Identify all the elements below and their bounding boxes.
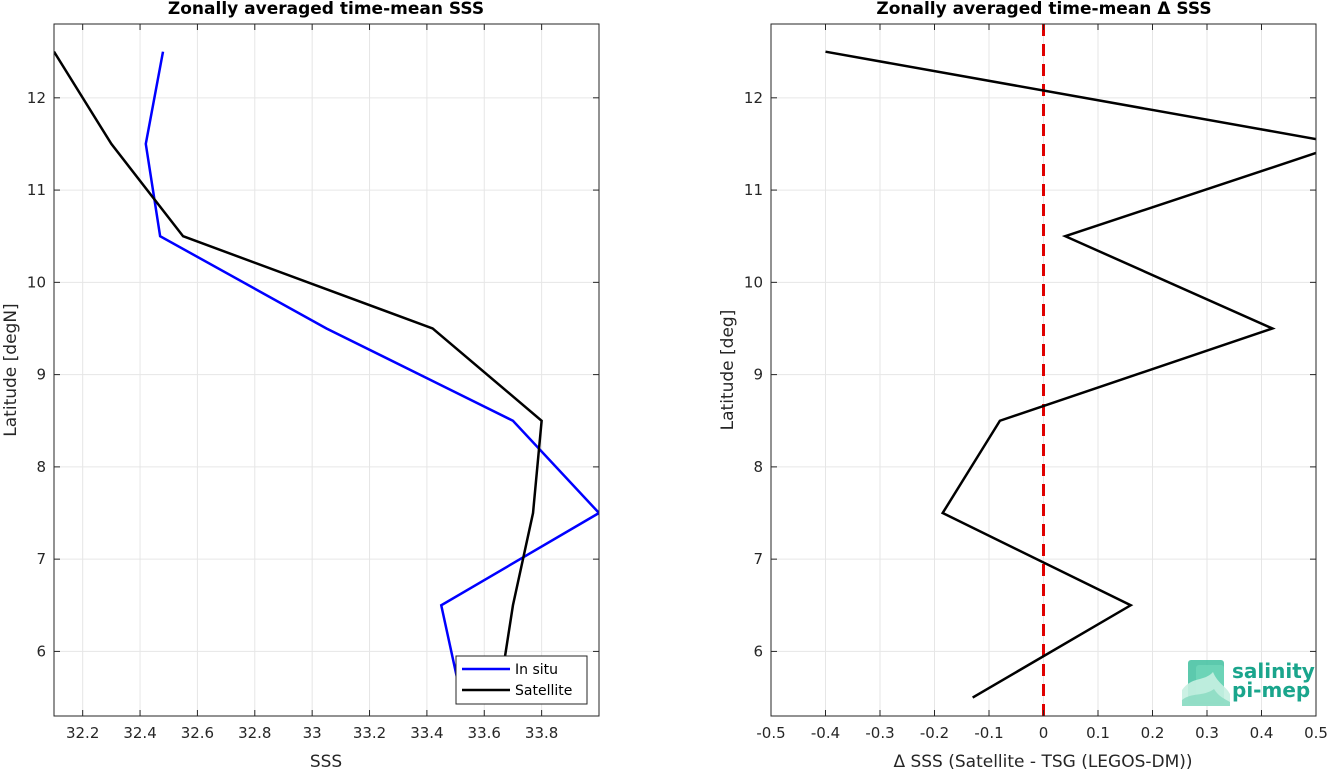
left-x-tick-label: 33 — [303, 724, 322, 742]
right-x-tick-label: 0 — [1039, 724, 1049, 742]
left-axes-box — [53, 23, 600, 717]
left-x-tick-label: 33.2 — [353, 724, 386, 742]
right-y-tick-label: 10 — [744, 273, 763, 291]
left-y-tick-label: 7 — [36, 550, 46, 568]
left-ylabel: Latitude [degN] — [1, 303, 21, 436]
right-x-tick-label: -0.4 — [811, 724, 840, 742]
left-x-tick-label: 32.4 — [123, 724, 156, 742]
right-series-line-delta-sss — [825, 50, 1316, 699]
right-x-tick-label: 0.4 — [1250, 724, 1274, 742]
right-x-tick-label: 0.2 — [1141, 724, 1165, 742]
right-y-tick-label: 9 — [753, 366, 763, 384]
right-x-tick-label: -0.3 — [865, 724, 894, 742]
right-y-tick-label: 8 — [753, 458, 763, 476]
logo-text-pimep: pi-mep — [1232, 678, 1310, 702]
legend-label-satellite: Satellite — [515, 683, 572, 699]
right-x-tick-label: 0.5 — [1304, 724, 1328, 742]
left-y-tick-label: 9 — [36, 366, 46, 384]
left-grid — [54, 24, 599, 716]
right-x-tick-label: -0.5 — [756, 724, 785, 742]
left-y-tick-label: 6 — [36, 642, 46, 660]
left-x-tick-label: 33.4 — [410, 724, 443, 742]
left-title: Zonally averaged time-mean SSS — [168, 0, 484, 19]
left-y-tick-label: 12 — [27, 89, 46, 107]
left-ticks: 32.2 32.4 32.6 32.8 33 33.2 33.4 33.6 33.8 6 7 8 9 10… — [27, 24, 599, 742]
left-series-line-satellite — [54, 51, 543, 698]
left-xlabel: SSS — [310, 752, 342, 769]
right-y-tick-label: 11 — [744, 181, 763, 199]
left-y-tick-label: 8 — [36, 458, 46, 476]
left-y-tick-label: 11 — [27, 181, 46, 199]
right-ticks: -0.5 -0.4 -0.3 -0.2 -0.1 0 0.1 0.2 0.3 0.4 0.5 6 7 8 9… — [744, 24, 1328, 742]
left-x-tick-label: 32.2 — [66, 724, 99, 742]
right-y-tick-label: 7 — [753, 550, 763, 568]
right-title: Zonally averaged time-mean Δ SSS — [876, 0, 1211, 19]
left-y-tick-label: 10 — [27, 273, 46, 291]
right-y-tick-label: 6 — [753, 642, 763, 660]
right-xlabel: Δ SSS (Satellite - TSG (LEGOS-DM)) — [893, 752, 1192, 769]
right-y-tick-label: 12 — [744, 89, 763, 107]
left-x-tick-label: 32.8 — [238, 724, 271, 742]
right-panel: Zonally averaged time-mean Δ SSS -0.5 -0.… — [718, 0, 1328, 769]
left-x-tick-label: 33.6 — [468, 724, 501, 742]
right-series — [825, 24, 1316, 716]
legend-label-in-situ: In situ — [515, 662, 558, 678]
left-panel: Zonally averaged time-mean SSS 32.2 32.4 3… — [1, 0, 600, 769]
logo-text-salinity: salinity — [1232, 659, 1315, 683]
right-x-tick-label: -0.1 — [974, 724, 1003, 742]
right-x-tick-label: 0.3 — [1195, 724, 1219, 742]
left-x-tick-label: 32.6 — [181, 724, 214, 742]
legend-box — [455, 655, 588, 705]
right-ylabel: Latitude [deg] — [718, 310, 738, 431]
left-series-line-in-situ — [144, 51, 599, 698]
legend: In situ Satellite — [455, 655, 588, 705]
left-x-tick-label: 33.8 — [525, 724, 558, 742]
wave-logo-icon — [1182, 660, 1230, 706]
left-series — [54, 51, 599, 698]
right-x-tick-label: -0.2 — [920, 724, 949, 742]
right-x-tick-label: 0.1 — [1086, 724, 1110, 742]
salinity-pimep-logo: salinity pi-mep — [1182, 659, 1315, 706]
